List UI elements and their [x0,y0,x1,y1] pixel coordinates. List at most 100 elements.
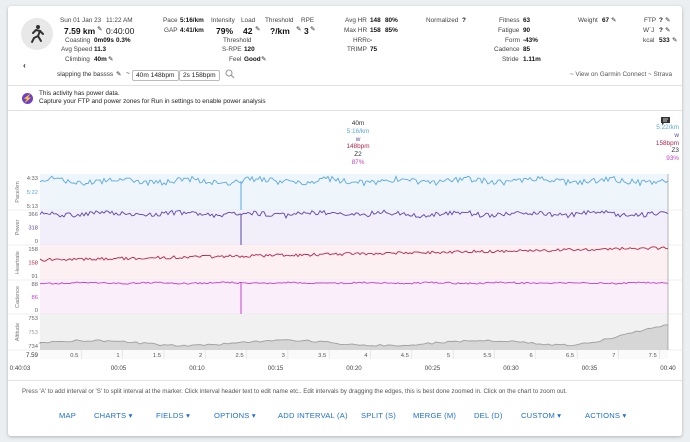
help-text: Press 'A' to add interval or 'S' to spli… [22,388,568,395]
max-hr-value: 158 [370,27,381,34]
add-interval-button[interactable]: ADD INTERVAL (A) [278,411,348,420]
wj-value[interactable]: ? [659,27,663,34]
chart-x-axis: 7.59 0.5 1 1.5 2 2.5 3 3.5 4 4.5 5 5.5 6 6.5 7 7.5 0:40:… [10,350,676,372]
chart-panels: Pace/km 4:33 5:22 5:13 Power 366 318 0 Heartrate… [15,174,669,350]
comment-icon[interactable] [660,116,671,126]
distance-tick-9: 4.5 [401,353,409,359]
fields-button[interactable]: FIELDS ▾ [156,411,190,420]
time-tick-2: 00:05 [111,365,127,372]
fatigue-value: 90 [523,27,531,34]
interval-tag-1-label: 40m 148bpm [136,72,175,79]
climbing-label: Climbing [65,56,90,63]
actions-button-label: ACTIONS [585,411,621,420]
rpe-edit-icon[interactable]: ✎ [310,26,316,33]
feel-edit-icon[interactable]: ✎ [261,56,267,63]
chart-tick-5-1: 753 [28,316,38,322]
power-banner-line1: This activity has power data. [39,90,120,97]
time-tick-3: 00:10 [189,365,205,372]
srpe-label: S-RPE [222,46,242,53]
delete-button-label: DEL (D) [474,411,503,420]
threshold-edit-icon[interactable]: ✎ [296,26,302,33]
intensity-label: Intensity [211,17,235,24]
map-button-label: MAP [59,411,77,420]
distance-axis-bg [40,350,668,359]
distance-tick-6: 3 [282,353,285,359]
activity-name-edit-icon[interactable]: ✎ [116,71,122,78]
distance-tick-10: 5 [447,353,450,359]
custom-button[interactable]: CUSTOM ▾ [521,411,561,420]
load-edit-icon[interactable]: ✎ [255,26,261,33]
back-chevron-icon[interactable]: ‹ [23,60,26,70]
trimp-label: TRIMP [347,46,367,53]
load-value[interactable]: 42 [243,26,253,36]
chart-background [8,174,682,351]
ftp-label: FTP [644,17,657,24]
form-label: Form [505,37,520,44]
interval-tag-1[interactable]: 40m 148bpm [132,70,179,81]
form-value: -43% [523,37,538,44]
activity-name-separator: ~ [126,70,130,77]
climbing-value[interactable]: 40m [94,56,107,63]
time-tick-4: 00:15 [268,365,284,372]
fields-button-label: FIELDS [156,411,184,420]
distance-edit-icon[interactable]: ✎ [97,26,103,33]
weight-value[interactable]: 67 [602,17,610,24]
time-tick-5: 00:20 [346,365,362,372]
actions-button[interactable]: ACTIONS ▾ [585,411,626,420]
weight-edit-icon[interactable]: ✎ [611,17,617,24]
custom-dropdown-icon: ▾ [557,411,562,420]
split-button[interactable]: SPLIT (S) [361,411,396,420]
activity-window: ‹ Sun 01 Jan 23 11:22 AM 7.59 km ✎ 0:40:… [8,6,682,436]
chart-tick-3-3: 91 [32,274,38,280]
time-tick-6: 00:25 [425,365,441,372]
search-icon[interactable] [225,69,235,79]
chart-tick-4-3: 0 [35,308,38,314]
map-button[interactable]: MAP [59,411,76,420]
distance-value[interactable]: 7.59 km [64,26,96,36]
options-button[interactable]: OPTIONS ▾ [214,411,256,420]
threshold-value[interactable]: ?/km [270,26,290,36]
add-interval-button-label: ADD INTERVAL (A) [278,411,348,420]
feel-value[interactable]: Good [244,56,261,63]
delete-button[interactable]: DEL (D) [474,411,503,420]
chart-panel-label-1: Pace/km [15,181,21,203]
interval-tag-2[interactable]: 2s 158bpm [179,70,220,81]
chart-series-4 [39,281,669,285]
rpe-value[interactable]: 3 [304,26,309,36]
activity-date: Sun 01 Jan 23 [60,17,102,24]
marker-hr: 148bpm [346,143,370,151]
chart-tick-3-1: 158 [28,247,38,253]
coasting-pct: 0.3% [116,37,131,44]
ftp-value[interactable]: ? [659,17,663,24]
activity-chart[interactable]: Pace/km 4:33 5:22 5:13 Power 366 318 0 Heartrate… [8,110,682,380]
actions-dropdown-icon: ▾ [622,411,627,420]
marker-tooltip: 40m 5:16/km w 148bpm Z2 87% [343,120,373,167]
chart-panel-bg-3 [40,245,668,280]
climbing-edit-icon[interactable]: ✎ [108,56,114,63]
merge-button[interactable]: MERGE (M) [413,411,456,420]
avg-hr-value: 148 [370,17,381,24]
cadence-value: 85 [523,46,531,53]
kcal-edit-icon[interactable]: ✎ [672,37,678,44]
chart-panel-label-4: Cadence [15,286,21,308]
marker-zone: Z2 [354,151,362,159]
distance-tick-2: 1 [116,353,119,359]
chart-panel-label-3: Heartrate [15,251,21,274]
kcal-value[interactable]: 533 [659,37,670,44]
pace-value: 5:16/km [180,17,204,24]
wj-edit-icon[interactable]: ✎ [665,27,671,34]
normalized-value: ? [462,17,466,24]
chart-tick-4-2: 86 [32,295,38,301]
external-view-links[interactable]: ~ View on Garmin Connect ~ Strava [569,71,672,78]
coasting-label: Coasting [65,37,91,44]
interval-tag-2-label: 2s 158bpm [183,72,216,79]
avg-speed-value: 11.3 [94,46,107,53]
activity-name[interactable]: slapping the bassss [57,71,114,78]
power-banner-line2[interactable]: Capture your FTP and power zones for Run… [39,98,266,105]
charts-button[interactable]: CHARTS ▾ [94,411,133,420]
distance-tick-1: 0.5 [70,353,78,359]
header-divider [8,85,682,86]
ftp-edit-icon[interactable]: ✎ [665,17,671,24]
chart-tick-4-1: 88 [32,282,38,288]
time-tick-7: 00:30 [503,365,519,372]
